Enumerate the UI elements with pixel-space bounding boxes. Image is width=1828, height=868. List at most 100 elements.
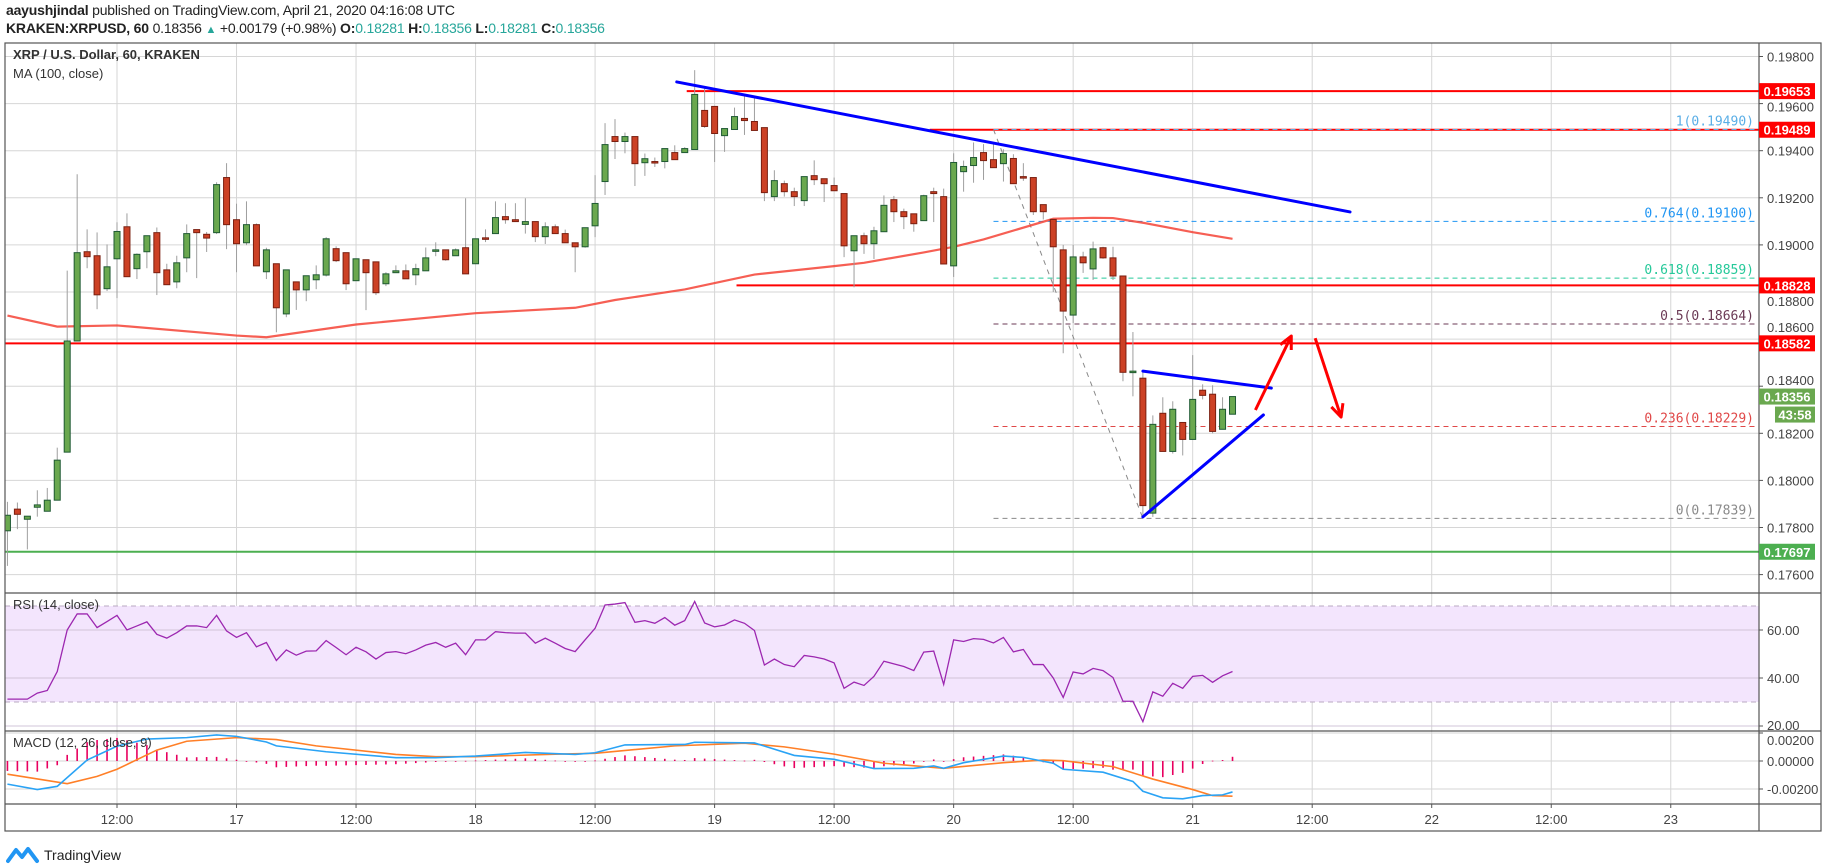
price-level-badge: 0.19653 <box>1764 84 1811 99</box>
macd-legend[interactable]: MACD (12, 26, close, 9) <box>13 735 152 750</box>
macd-histogram-bar <box>773 761 776 765</box>
candle-up <box>352 258 360 282</box>
candle-down <box>362 259 370 274</box>
macd-histogram-bar <box>1181 761 1184 773</box>
tradingview-brand[interactable]: TradingView <box>6 846 121 864</box>
price-tick-label: 0.18400 <box>1767 373 1814 388</box>
macd-histogram-bar <box>783 761 786 767</box>
candle-down <box>332 248 340 262</box>
candle-down <box>123 226 131 278</box>
author-name[interactable]: aayushjindal <box>6 2 89 18</box>
rsi-line <box>7 599 1233 724</box>
time-tick-label: 22 <box>1424 812 1438 827</box>
chart-frame <box>4 42 1822 832</box>
price-level-badge: 0.18828 <box>1764 278 1811 293</box>
candle-down <box>830 185 838 192</box>
macd-histogram-bar <box>1162 761 1164 778</box>
price-level-badge-bg <box>1759 277 1815 294</box>
rsi-tick-label: 20.00 <box>1767 718 1800 733</box>
price-level-badge: 0.17697 <box>1764 545 1811 560</box>
macd-tick-label: 0.00000 <box>1767 754 1814 769</box>
close-label: C: <box>541 20 556 36</box>
macd-histogram-bar <box>544 759 547 761</box>
candle-up <box>661 148 669 163</box>
macd-histogram-bar <box>614 757 616 761</box>
macd-histogram-bar <box>664 758 666 761</box>
price-tick-label: 0.19800 <box>1767 50 1814 65</box>
candle-up <box>392 270 400 274</box>
price-level-badge-bg <box>1759 543 1815 560</box>
price-level-badge-bg <box>1759 83 1815 100</box>
candle-up <box>1229 396 1237 415</box>
candle-up <box>721 128 729 137</box>
rsi-legend[interactable]: RSI (14, close) <box>13 597 99 612</box>
macd-histogram-bar <box>365 761 367 765</box>
low-value: 0.18281 <box>488 20 538 36</box>
macd-histogram-bar <box>205 757 208 761</box>
macd-histogram-bar <box>903 761 905 765</box>
candle-up <box>1069 256 1077 316</box>
macd-histogram-bar <box>1142 761 1144 777</box>
macd-histogram-bar <box>295 761 298 767</box>
time-tick-label: 12:00 <box>579 812 612 827</box>
candle-up <box>412 268 420 276</box>
candle-up <box>262 249 270 273</box>
candle-up <box>970 157 978 167</box>
macd-histogram-bar <box>385 761 387 765</box>
macd-histogram-bar <box>36 761 39 772</box>
macd-histogram-bar <box>375 761 377 765</box>
macd-histogram-bar <box>624 755 626 761</box>
candle-down <box>571 242 579 248</box>
candle-down <box>402 270 410 280</box>
ma-legend[interactable]: MA (100, close) <box>13 66 104 81</box>
candle-up <box>920 195 928 222</box>
candle-up <box>53 459 61 501</box>
candle-up <box>870 230 878 245</box>
macd-histogram-bar <box>1231 756 1234 761</box>
fib-level-label: 0.618(0.18859) <box>1644 263 1754 278</box>
macd-histogram-bar <box>1221 760 1224 761</box>
candle-up <box>800 176 808 202</box>
macd-histogram-bar <box>156 749 158 761</box>
candle-down <box>860 235 868 245</box>
macd-histogram-bar <box>584 761 586 762</box>
candle-up <box>472 238 480 265</box>
candle-down <box>611 136 619 143</box>
macd-histogram-bar <box>26 761 29 772</box>
macd-histogram-bar <box>823 761 825 767</box>
candle-up <box>322 238 330 276</box>
candle-down <box>940 196 948 265</box>
macd-histogram-bar <box>703 758 706 761</box>
macd-histogram-bar <box>634 756 636 761</box>
candle-down <box>1119 275 1127 373</box>
price-tick-label: 0.17800 <box>1767 521 1814 536</box>
bar-countdown-badge-bg <box>1775 406 1815 423</box>
macd-histogram-bar <box>683 759 686 761</box>
frame-border <box>4 42 1822 832</box>
macd-histogram-bar <box>305 761 308 767</box>
macd-histogram-bar <box>1201 761 1204 765</box>
price-tick-label: 0.19200 <box>1767 191 1814 206</box>
candle-down <box>1109 257 1117 277</box>
candle-down <box>462 247 470 275</box>
macd-histogram-bar <box>952 759 955 761</box>
candle-up <box>1129 370 1137 374</box>
macd-histogram-bar <box>982 755 985 761</box>
price-level-badge-bg <box>1759 335 1815 352</box>
open-value: 0.18281 <box>355 20 405 36</box>
macd-histogram-bar <box>763 761 766 763</box>
fib-level-label: 0(0.17839) <box>1676 503 1754 518</box>
macd-histogram-bar <box>434 761 437 762</box>
candle-up <box>43 499 51 512</box>
candle-down <box>252 224 260 267</box>
candle-down <box>372 261 380 294</box>
macd-histogram-bar <box>335 761 337 766</box>
candle-down <box>980 152 988 162</box>
candle-down <box>780 183 788 193</box>
candle-up <box>681 148 689 154</box>
candle-up <box>880 204 888 233</box>
candle-down <box>501 216 509 221</box>
candle-down <box>1159 412 1167 452</box>
price-tick-label: 0.19000 <box>1767 238 1814 253</box>
